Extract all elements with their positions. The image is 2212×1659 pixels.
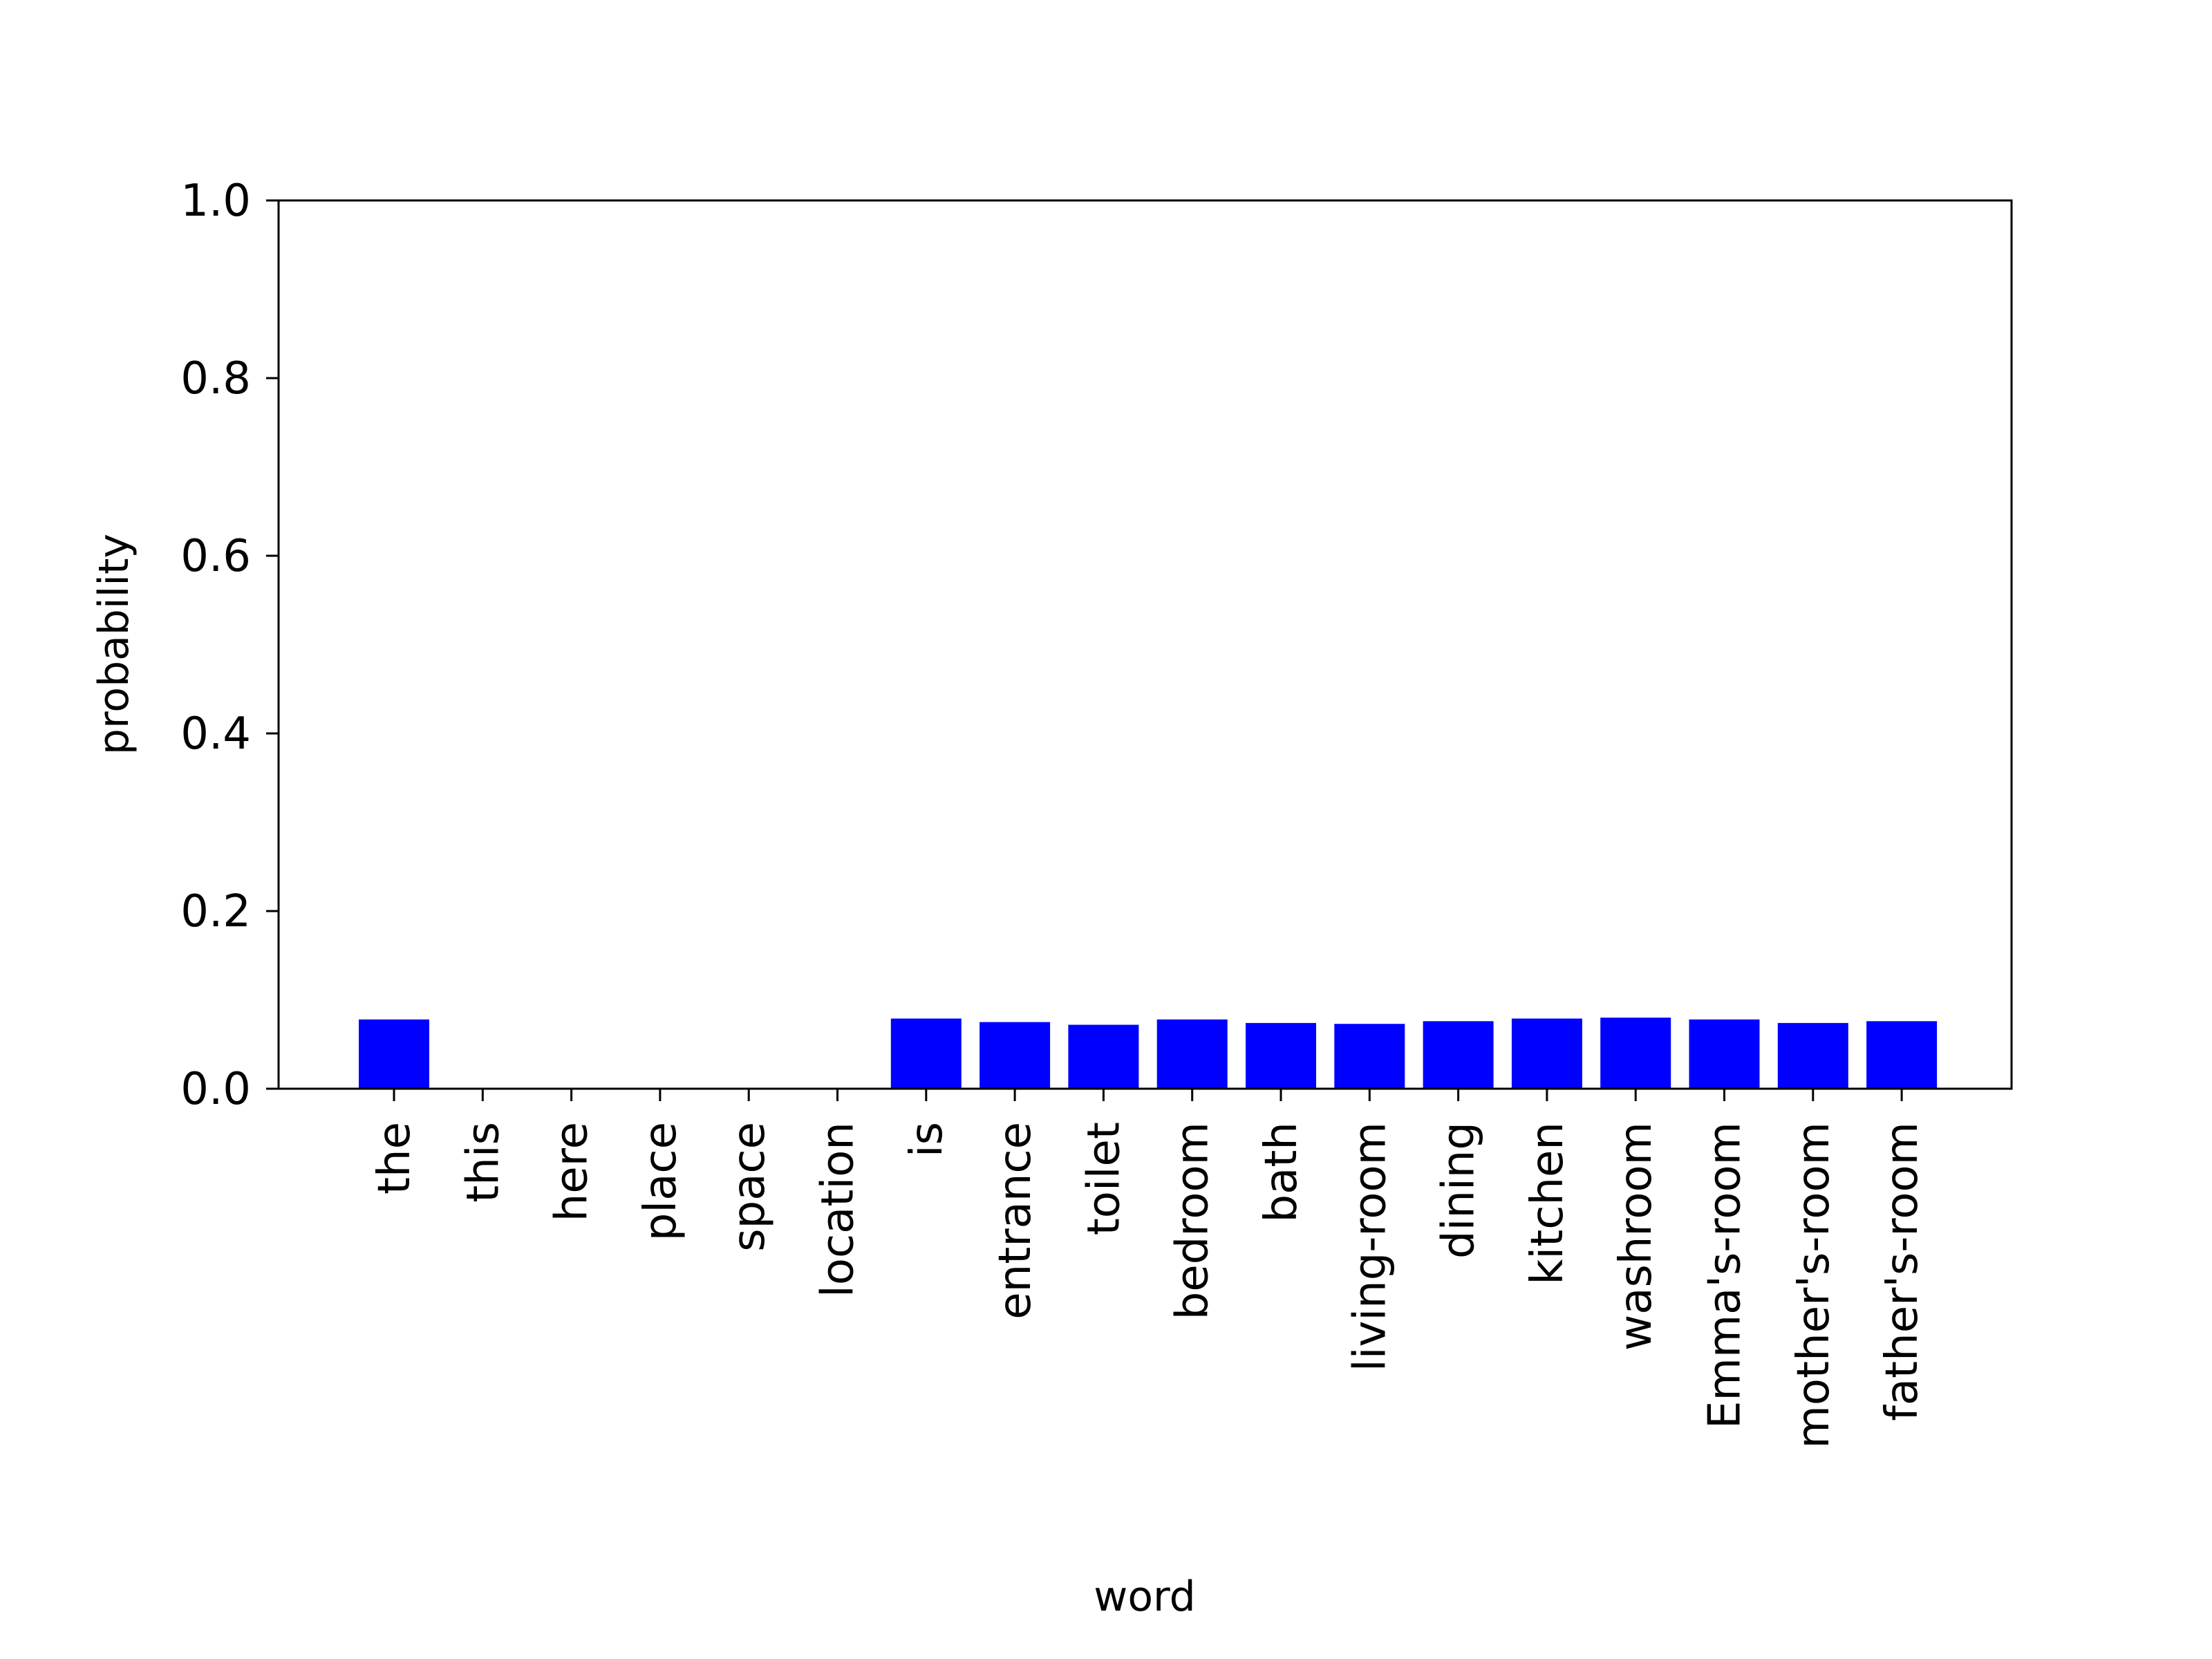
plot-frame [277, 199, 2013, 1090]
x-tick-label: toilet [1078, 1122, 1130, 1235]
x-tick-label: here [547, 1122, 598, 1221]
y-axis-label: probability [90, 534, 138, 755]
x-tick-label: father's-room [1877, 1122, 1928, 1421]
y-tick-label: 1.0 [180, 176, 251, 227]
bar [1156, 1019, 1228, 1089]
bar [1689, 1019, 1760, 1089]
x-tick-label: location [813, 1122, 864, 1297]
bar [1068, 1024, 1139, 1089]
x-tick-label: the [369, 1122, 420, 1194]
bar [1334, 1024, 1405, 1089]
bars-layer [359, 1018, 1938, 1089]
x-axis-label: word [1094, 1573, 1195, 1621]
x-tick-label: place [635, 1122, 686, 1241]
x-tick-label: bath [1256, 1122, 1307, 1223]
x-tick-label: kitchen [1522, 1122, 1573, 1285]
y-tick-label: 0.2 [180, 886, 251, 937]
x-tick-label: space [724, 1122, 775, 1252]
x-tick-label: entrance [990, 1122, 1041, 1320]
x-tick-label: Emma's-room [1700, 1122, 1751, 1429]
bar [1777, 1022, 1848, 1089]
x-tick-label: mother's-room [1788, 1122, 1839, 1448]
x-tick-label: this [458, 1122, 509, 1203]
x-tick-label: washroom [1611, 1122, 1662, 1351]
bar [1511, 1018, 1582, 1089]
bar [980, 1022, 1051, 1089]
bar [1423, 1021, 1494, 1089]
x-tick-label: bedroom [1168, 1122, 1219, 1320]
y-tick-label: 0.6 [180, 531, 251, 582]
x-tick-label: dining [1434, 1122, 1485, 1259]
y-tick-label: 0.0 [180, 1064, 251, 1115]
x-axis: the this here place space location is entrance t… [369, 1089, 1928, 1448]
bar [890, 1018, 962, 1089]
bar [359, 1019, 429, 1089]
x-tick-label: living-room [1344, 1122, 1396, 1371]
bar [1600, 1018, 1671, 1089]
x-tick-label: is [901, 1122, 953, 1157]
y-tick-label: 0.8 [180, 353, 251, 404]
y-tick-label: 0.4 [180, 709, 251, 760]
y-axis: 0.0 0.2 0.4 0.6 0.8 1.0 [180, 176, 279, 1115]
bar [1866, 1021, 1938, 1089]
bar [1246, 1022, 1316, 1089]
